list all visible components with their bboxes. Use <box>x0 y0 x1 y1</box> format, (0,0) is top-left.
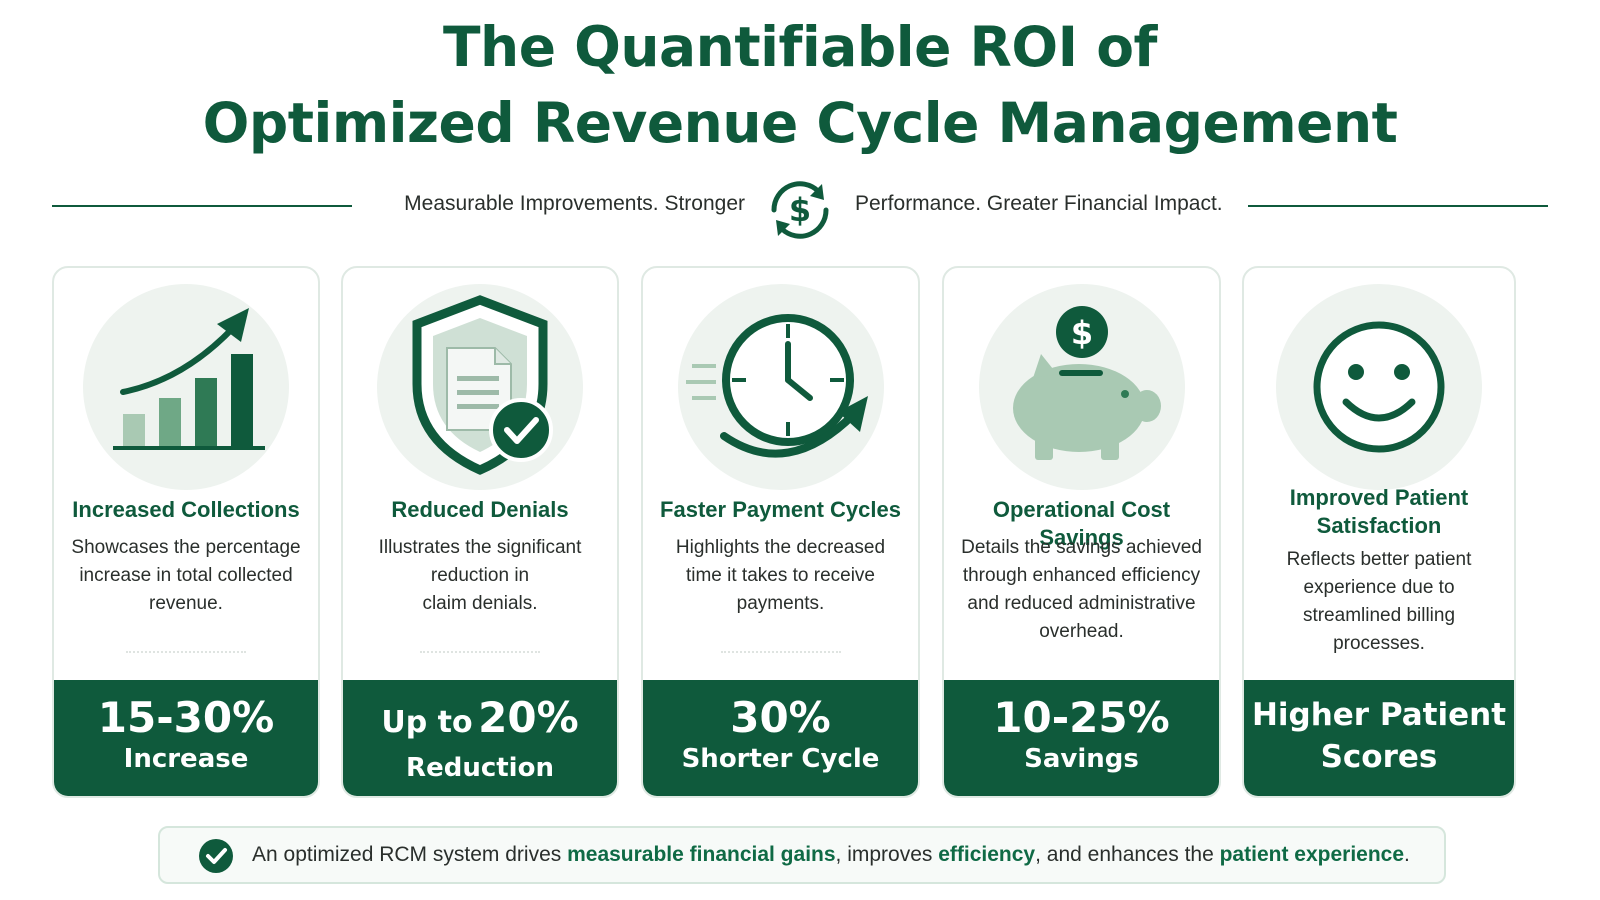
stat-value: 20% <box>478 693 579 742</box>
shield-document-check-icon <box>412 295 553 475</box>
summary-text-part: . <box>1404 843 1410 866</box>
card-description: Highlights the decreased time it takes t… <box>657 534 904 618</box>
title-line: Improved Patient <box>1289 485 1469 510</box>
svg-text:$: $ <box>789 191 811 229</box>
stat-prefix: Up to <box>381 705 473 740</box>
dotted-divider <box>126 651 246 653</box>
card-title: Operational Cost Savings <box>992 497 1171 550</box>
piggy-bank-icon: $ <box>1012 306 1161 460</box>
title-line: Satisfaction <box>1316 513 1442 538</box>
dotted-divider <box>420 651 540 653</box>
card-improved-patient-satisfaction: Improved Patient Satisfaction Reflects b… <box>1242 266 1516 798</box>
card-faster-payment-cycles: Faster Payment Cycles Highlights the dec… <box>641 266 920 798</box>
summary-banner: An optimized RCM system drives measurabl… <box>158 826 1446 884</box>
card-description: Reflects better patient experience due t… <box>1258 546 1500 658</box>
stat-value: 10-25% <box>993 693 1170 742</box>
desc-line: streamlined billing <box>1302 605 1456 626</box>
stat-value: 30% <box>730 693 831 742</box>
desc-line: claim denials. <box>422 593 538 614</box>
desc-line: Reflects better patient <box>1286 549 1472 570</box>
card-description: Details the savings achieved through enh… <box>958 534 1205 646</box>
icon-backdrop <box>83 284 289 490</box>
desc-line: payments. <box>736 593 825 614</box>
desc-line: increase in total collected <box>79 565 293 586</box>
desc-line: Details the savings achieved <box>961 537 1202 558</box>
summary-highlight: efficiency <box>938 843 1036 866</box>
stat-label: Shorter Cycle <box>681 744 880 774</box>
summary-text-part: , improves <box>835 843 939 866</box>
stat-banner: 30% Shorter Cycle <box>643 680 918 796</box>
desc-line: Showcases the percentage <box>71 537 301 558</box>
desc-line: Illustrates the significant <box>378 537 582 558</box>
svg-text:$: $ <box>1070 314 1092 352</box>
subtitle-row: Measurable Improvements. Stronger $ Perf… <box>0 172 1600 242</box>
stat-label: Scores <box>1320 739 1438 775</box>
stat-banner: 10-25% Savings <box>944 680 1219 796</box>
stat-banner: Up to 20% Reduction <box>343 680 617 796</box>
card-increased-collections: Increased Collections Showcases the perc… <box>52 266 320 798</box>
clock-fast-icon <box>685 314 868 458</box>
summary-highlight: measurable financial gains <box>567 843 836 866</box>
desc-line: and reduced administrative <box>967 593 1196 614</box>
card-title: Increased Collections <box>72 497 300 522</box>
card-title: Faster Payment Cycles <box>660 497 901 522</box>
desc-line: Highlights the decreased <box>675 537 886 558</box>
dollar-cycle-icon: $ <box>771 181 829 239</box>
stat-banner: Higher Patient Scores <box>1244 680 1514 796</box>
bar-chart-growth-icon <box>113 308 265 450</box>
summary-text-part: , and enhances the <box>1035 843 1220 866</box>
stat-label: Reduction <box>406 753 554 783</box>
desc-line: revenue. <box>149 593 223 614</box>
desc-line: through enhanced efficiency <box>962 565 1201 586</box>
subtitle-right: Performance. Greater Financial Impact. <box>855 192 1223 215</box>
desc-line: reduction in <box>430 565 530 586</box>
page-title-line-1: The Quantifiable ROI of <box>443 15 1157 79</box>
card-title: Reduced Denials <box>391 497 569 522</box>
card-operational-cost-savings: $ Operational Cost Savings Details the s… <box>942 266 1221 798</box>
card-reduced-denials: Reduced Denials Illustrates the signific… <box>341 266 619 798</box>
card-title: Improved Patient Satisfaction <box>1252 484 1506 540</box>
card-description: Illustrates the significant reduction in… <box>357 534 603 618</box>
stat-value-row: Up to 20% <box>343 694 617 751</box>
check-circle-icon <box>199 839 233 873</box>
desc-line: experience due to <box>1303 577 1455 598</box>
stat-label: Savings <box>1024 744 1139 774</box>
dotted-divider <box>720 651 841 653</box>
stat-label: Increase <box>123 744 249 774</box>
subtitle-left: Measurable Improvements. Stronger <box>404 192 745 215</box>
stat-value: Higher Patient <box>1251 697 1507 733</box>
divider-left <box>52 205 352 207</box>
summary-highlight: patient experience <box>1219 843 1405 866</box>
divider-right <box>1248 205 1548 207</box>
summary-text-part: An optimized RCM system drives <box>252 843 568 866</box>
card-description: Showcases the percentage increase in tot… <box>68 534 304 618</box>
desc-line: time it takes to receive <box>685 565 876 586</box>
smiley-face-icon <box>1313 321 1445 453</box>
summary-text: An optimized RCM system drives measurabl… <box>252 843 1410 867</box>
stat-banner: 15-30% Increase <box>54 680 318 796</box>
stat-value: 15-30% <box>97 693 275 742</box>
page-title-line-2: Optimized Revenue Cycle Management <box>202 91 1398 155</box>
desc-line: processes. <box>1333 633 1425 654</box>
desc-line: overhead. <box>1039 621 1124 642</box>
